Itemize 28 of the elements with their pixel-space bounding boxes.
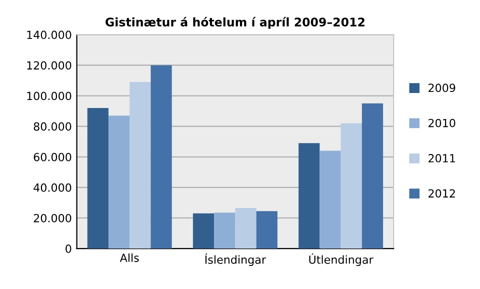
bar bbox=[214, 212, 236, 249]
y-tick-label: 140.000 bbox=[27, 30, 72, 40]
bar bbox=[150, 65, 172, 249]
bar bbox=[362, 103, 384, 249]
y-tick-label: 60.000 bbox=[34, 152, 72, 162]
y-tick-label: 40.000 bbox=[34, 183, 72, 192]
bar bbox=[320, 150, 341, 249]
x-tick-label: Alls bbox=[120, 253, 139, 262]
y-tick-label: 80.000 bbox=[34, 122, 72, 131]
bar bbox=[108, 116, 130, 249]
y-tick-label: 0 bbox=[66, 244, 72, 253]
bar bbox=[298, 143, 320, 249]
bar bbox=[192, 213, 214, 249]
bar bbox=[256, 211, 278, 249]
x-tick-label: Íslendingar bbox=[205, 253, 266, 266]
y-tick-label: 100.000 bbox=[27, 92, 72, 100]
bar bbox=[130, 82, 151, 249]
legend-label: 2009 bbox=[428, 84, 456, 92]
legend-label: 2011 bbox=[428, 154, 455, 162]
chart-title: Gistinætur á hótelum í apríl 2009–2012 bbox=[106, 16, 364, 29]
bar bbox=[235, 208, 256, 249]
legend-label: 2010 bbox=[428, 118, 456, 128]
y-tick-label: 120.000 bbox=[27, 61, 72, 70]
bar bbox=[87, 108, 108, 249]
x-tick-label: Útlendingar bbox=[309, 253, 374, 266]
bar bbox=[340, 123, 362, 249]
y-tick-label: 20.000 bbox=[34, 214, 72, 222]
legend-label: 2012 bbox=[428, 189, 455, 198]
